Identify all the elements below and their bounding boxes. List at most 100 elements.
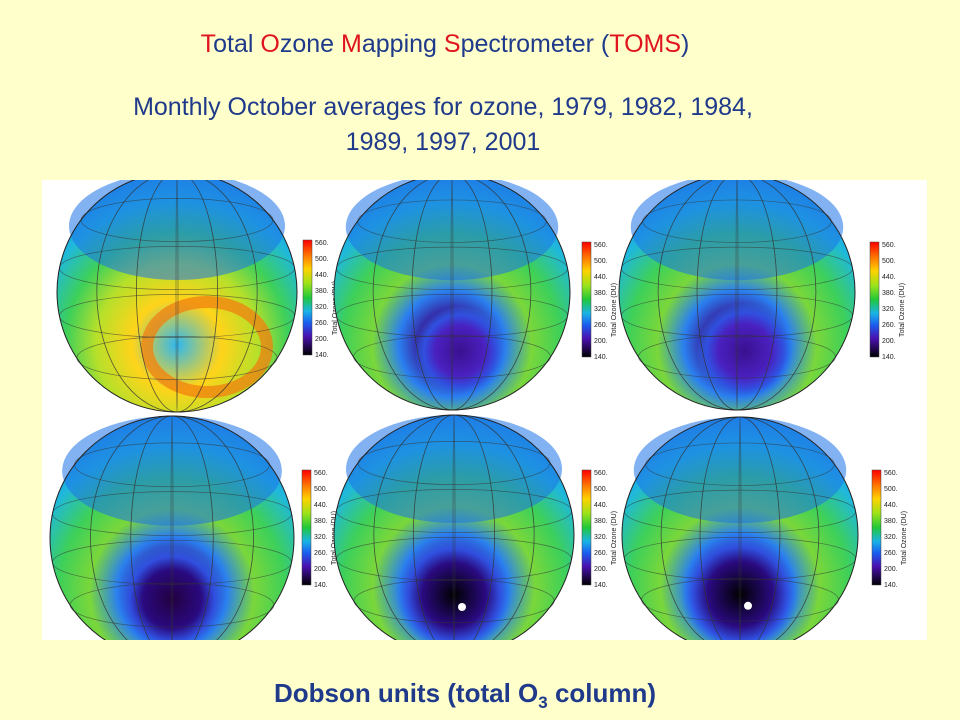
colorbar-tick-label: 560. bbox=[594, 470, 608, 477]
title-text: zone bbox=[279, 30, 342, 58]
colorbar-scale bbox=[302, 239, 313, 356]
colorbar-title: Total Ozone (DU) bbox=[611, 511, 618, 565]
ozone-globe-2001 bbox=[621, 416, 859, 640]
footer-prefix: Dobson units (total O bbox=[273, 678, 539, 708]
colorbar-tick-label: 500. bbox=[884, 486, 898, 493]
ozone-hole bbox=[696, 302, 794, 400]
colorbar-tick-label: 260. bbox=[594, 322, 608, 329]
ozone-hole bbox=[414, 305, 506, 397]
title-text: pectrometer ( bbox=[460, 30, 610, 58]
colorbar-scale bbox=[581, 469, 592, 586]
globe-tropics bbox=[633, 417, 847, 524]
colorbar-scale bbox=[871, 469, 882, 586]
footer-suffix: column) bbox=[547, 678, 657, 708]
colorbar-tick-label: 380. bbox=[594, 518, 608, 525]
pole-no-data bbox=[744, 601, 752, 610]
globe-outline bbox=[621, 416, 859, 640]
colorbar-tick-label: 380. bbox=[315, 288, 329, 295]
title-initial: T bbox=[200, 30, 214, 58]
ozone-hole bbox=[118, 545, 226, 640]
title-initial: M bbox=[341, 30, 362, 58]
subtitle-line-2: 1989, 1997, 2001 bbox=[345, 128, 541, 156]
colorbar-tick-label: 500. bbox=[594, 486, 608, 493]
ozone-maps-figure: 560. 500. 440. 380. 320. 260. 200. 140. Total Oz… bbox=[49, 180, 908, 640]
globe-tropics bbox=[69, 180, 285, 280]
title-text: otal bbox=[213, 30, 261, 58]
colorbar-tick-label: 320. bbox=[315, 304, 329, 311]
globe-outline bbox=[49, 415, 295, 640]
slide-title: Total Ozone Mapping Spectrometer (TOMS) bbox=[0, 30, 890, 59]
colorbar-tick-label: 560. bbox=[884, 470, 898, 477]
colorbar-title: Total Ozone (DU) bbox=[899, 283, 906, 337]
colorbar-tick-label: 440. bbox=[314, 502, 328, 509]
globe-tropics bbox=[346, 415, 562, 523]
colorbar-title: Total Ozone (DU) bbox=[901, 511, 908, 565]
colorbar-tick-label: 200. bbox=[882, 338, 896, 345]
colorbar-tick-label: 260. bbox=[882, 322, 896, 329]
ozone-globe-1979 bbox=[56, 180, 298, 413]
ozone-hole bbox=[396, 537, 512, 640]
title-text: apping bbox=[361, 30, 444, 58]
colorbar-tick-label: 380. bbox=[314, 518, 328, 525]
colorbar-tick-label: 500. bbox=[594, 258, 608, 265]
title-initial: TOMS bbox=[609, 30, 682, 58]
colorbar-tick-label: 440. bbox=[315, 272, 329, 279]
colorbar: 560.500.440.380.320.260.200.140.Total Oz… bbox=[302, 239, 339, 359]
colorbar: 560.500.440.380.320.260.200.140.Total Oz… bbox=[869, 241, 906, 361]
colorbar-scale bbox=[581, 241, 592, 358]
colorbar-scale bbox=[301, 469, 312, 586]
colorbar-tick-label: 260. bbox=[315, 320, 329, 327]
slide-subtitle: Monthly October averages for ozone, 1979… bbox=[30, 90, 856, 160]
colorbar-tick-label: 320. bbox=[594, 534, 608, 541]
ozone-globe-1997 bbox=[333, 414, 575, 640]
colorbar-tick-label: 560. bbox=[314, 470, 328, 477]
globe-outline bbox=[56, 180, 298, 413]
pole-no-data bbox=[458, 603, 466, 611]
colorbar-tick-label: 320. bbox=[882, 306, 896, 313]
colorbar-tick-label: 140. bbox=[314, 582, 328, 589]
colorbar: 560.500.440.380.320.260.200.140.Total Oz… bbox=[581, 241, 618, 361]
colorbar: 560. 500. 440. 380. 320. 260. 200. 140. Total Oz… bbox=[871, 469, 908, 589]
colorbar-tick-label: 380. bbox=[594, 290, 608, 297]
globe-outline bbox=[618, 180, 856, 411]
colorbar-tick-label: 560. bbox=[315, 240, 329, 247]
colorbar-tick-label: 500. bbox=[314, 486, 328, 493]
ozone-globe-1989 bbox=[49, 415, 295, 640]
colorbar-tick-label: 200. bbox=[594, 566, 608, 573]
footer-subscript: 3 bbox=[538, 693, 548, 712]
colorbar-tick-label: 440. bbox=[882, 274, 896, 281]
colorbar-tick-label: 320. bbox=[314, 534, 328, 541]
colorbar-tick-label: 560. bbox=[594, 242, 608, 249]
colorbar-tick-label: 500. bbox=[882, 258, 896, 265]
colorbar-tick-label: 260. bbox=[314, 550, 328, 557]
ozone-maps-panel: 560. 500. 440. 380. 320. 260. 200. 140. Total Oz… bbox=[42, 180, 927, 640]
colorbar-tick-label: 440. bbox=[594, 502, 608, 509]
ozone-globe-1982 bbox=[333, 180, 571, 411]
colorbar-tick-label: 320. bbox=[594, 306, 608, 313]
globe-outline bbox=[333, 180, 571, 411]
colorbar-tick-label: 140. bbox=[884, 582, 898, 589]
colorbar-tick-label: 140. bbox=[594, 354, 608, 361]
colorbar-tick-label: 260. bbox=[884, 550, 898, 557]
title-text: ) bbox=[681, 30, 690, 58]
globe-outline bbox=[333, 414, 575, 640]
colorbar-tick-label: 140. bbox=[594, 582, 608, 589]
subtitle-line-1: Monthly October averages for ozone, 1979… bbox=[133, 93, 753, 121]
colorbar-tick-label: 200. bbox=[594, 338, 608, 345]
colorbar-tick-label: 200. bbox=[315, 336, 329, 343]
colorbar-tick-label: 500. bbox=[315, 256, 329, 263]
colorbar-tick-label: 200. bbox=[314, 566, 328, 573]
colorbar-scale bbox=[869, 241, 880, 358]
colorbar: 560. 500. 440. 380. 320. 260. 200. 140. Total Oz… bbox=[581, 469, 618, 589]
footer-caption: Dobson units (total O3 column) bbox=[0, 678, 930, 713]
colorbar-tick-label: 200. bbox=[884, 566, 898, 573]
ozone-globe-1984 bbox=[618, 180, 856, 411]
colorbar-tick-label: 260. bbox=[594, 550, 608, 557]
colorbar-tick-label: 140. bbox=[315, 352, 329, 359]
colorbar-tick-label: 440. bbox=[884, 502, 898, 509]
ozone-collar bbox=[141, 296, 273, 398]
colorbar-tick-label: 380. bbox=[884, 518, 898, 525]
title-initial: O bbox=[260, 30, 280, 58]
colorbar-tick-label: 320. bbox=[884, 534, 898, 541]
title-initial: S bbox=[443, 30, 461, 58]
